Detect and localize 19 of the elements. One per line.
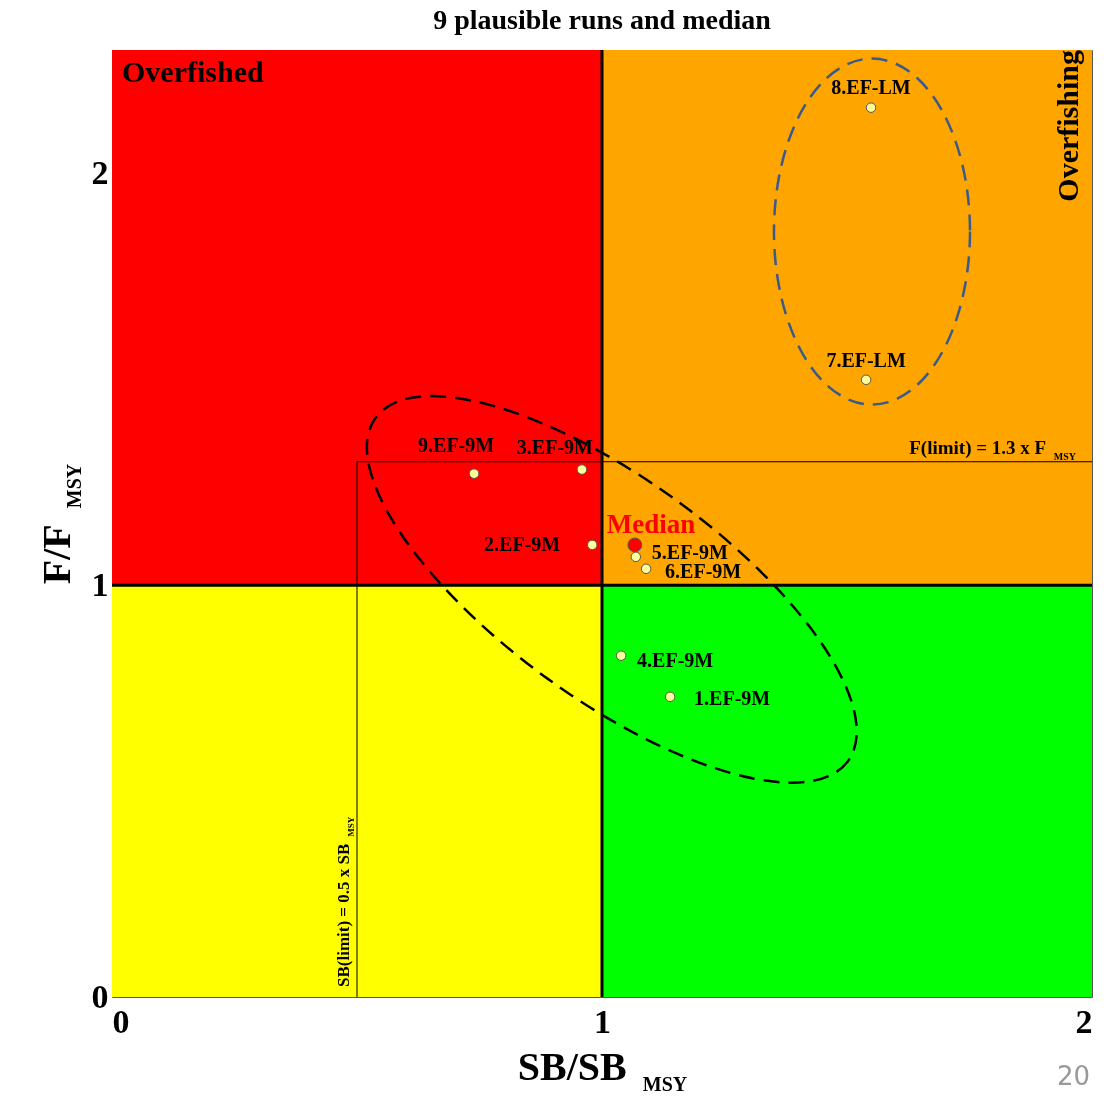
x-tick-label: 1	[594, 1002, 611, 1040]
chart-title: 9 plausible runs and median	[433, 3, 772, 35]
series-label: Median	[606, 508, 696, 539]
annotation: 8.EF-LM	[831, 75, 911, 98]
annotation: 1.EF-9M	[694, 686, 771, 709]
annotation: Overfishing	[1051, 50, 1084, 202]
annotation: 3.EF-9M	[516, 435, 594, 458]
y-tick-label: 0	[91, 977, 109, 1015]
text: 20	[1056, 1061, 1090, 1091]
x-axis-title: SB/SB$_{MSY}$	[517, 1043, 688, 1095]
annotation: Overfished	[122, 55, 264, 88]
annotation: 2.EF-9M	[484, 532, 561, 555]
x-tick-label: 2	[1075, 1002, 1093, 1040]
y-tick-label: 2	[91, 154, 109, 192]
annotation: 4.EF-9M	[637, 648, 714, 671]
annotation: 9.EF-9M	[418, 433, 495, 456]
annotation: 7.EF-LM	[826, 348, 906, 371]
ref-line-label: F(limit) = 1.3 x F$_{MSY}$	[909, 436, 1077, 462]
y-tick-label: 1	[91, 565, 109, 603]
